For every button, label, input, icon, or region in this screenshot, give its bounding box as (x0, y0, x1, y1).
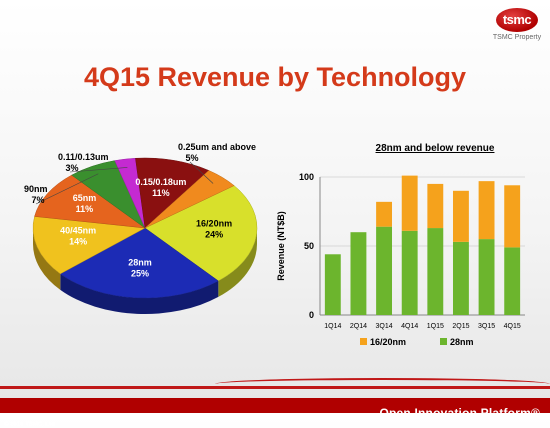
pie-slice (32, 216, 146, 275)
x-tick-label: 3Q15 (478, 323, 495, 330)
pie-label: 0.11/0.13um (58, 152, 109, 162)
x-tick-label: 2Q15 (452, 323, 469, 330)
footer: © 2016 TSMC, Ltd Open Innovation Platfor… (0, 378, 550, 428)
footer-line (0, 386, 550, 389)
pie-slice (34, 174, 146, 229)
pie-leader-line (189, 161, 214, 184)
bar-1620nm (401, 175, 418, 231)
x-tick-label: 2Q14 (350, 323, 367, 330)
bar-28nm (504, 247, 521, 315)
bar-28nm (324, 254, 341, 315)
bar-1620nm (427, 183, 444, 229)
pie-value-label: 11% (152, 188, 170, 198)
bar-28nm (427, 228, 444, 315)
x-tick-label: 4Q15 (504, 323, 521, 330)
x-tick-label: 1Q15 (427, 323, 444, 330)
bar-1620nm (478, 181, 495, 240)
bar-1620nm (376, 201, 393, 227)
pie-label: 0.15/0.18um (135, 177, 186, 187)
legend-label: 16/20nm (370, 337, 406, 347)
legend-swatch (360, 338, 367, 345)
y-tick-label: 0 (309, 310, 314, 320)
bar-chart: Revenue (NT$B) 0 50 100 1Q14 2Q14 3Q14 4Q14 1Q15… (276, 172, 525, 347)
footer-arc (215, 378, 550, 390)
pie-slice (144, 185, 258, 282)
pie-value-label: 7% (31, 195, 44, 205)
pie-label: 40/45nm (60, 226, 96, 236)
legend-label: 28nm (450, 337, 474, 347)
pie-label: 16/20nm (196, 218, 232, 228)
pie-slice (135, 157, 210, 229)
legend-swatch (440, 338, 447, 345)
pie-chart: 16/20nm24%28nm25%40/45nm14%65nm11%90nm7%… (24, 142, 258, 314)
bar-1620nm (504, 185, 521, 248)
pie-value-label: 24% (205, 229, 223, 239)
y-tick-label: 50 (304, 241, 314, 251)
pie-leader-line (35, 173, 99, 205)
x-tick-label: 3Q14 (376, 323, 393, 330)
x-tick-label: 4Q14 (401, 323, 418, 330)
pie-value-label: 5% (185, 153, 198, 163)
pie-value-label: 3% (65, 163, 78, 173)
bar-1620nm (452, 190, 469, 242)
pie-label: 90nm (24, 184, 48, 194)
bar-28nm (452, 241, 469, 315)
logo-subtitle: TSMC Property (492, 34, 542, 41)
pie-slice-side (60, 273, 219, 314)
pie-value-label: 14% (69, 237, 87, 247)
pie-slice (59, 227, 219, 299)
bar-28nm (350, 232, 367, 315)
pie-leader-line (69, 167, 128, 173)
pie-slice-side (33, 228, 61, 290)
bar-28nm (478, 239, 495, 315)
pie-label: 28nm (128, 257, 152, 267)
pie-value-label: 11% (76, 204, 94, 214)
footer-bar: © 2016 TSMC, Ltd Open Innovation Platfor… (0, 398, 550, 428)
pie-label: 65nm (73, 193, 97, 203)
tsmc-logo: tsmc TSMC Property (492, 8, 542, 41)
x-tick-label: 1Q14 (324, 323, 341, 330)
logo-mark: tsmc (496, 8, 538, 32)
bar-chart-title: 28nm and below revenue (375, 143, 495, 154)
tagline-text: Open Innovation Platform® (379, 406, 540, 420)
pie-label: 0.25um and above (178, 142, 256, 152)
pie-slice-side (218, 228, 257, 297)
bar-28nm (401, 230, 418, 315)
y-axis-label: Revenue (NT$B) (276, 211, 286, 281)
bar-28nm (376, 226, 393, 315)
pie-value-label: 25% (131, 268, 149, 278)
pie-slice (144, 170, 235, 229)
copyright-text: © 2016 TSMC, Ltd (4, 422, 55, 428)
page-title: 4Q15 Revenue by Technology (83, 62, 467, 92)
y-tick-label: 100 (299, 172, 314, 182)
